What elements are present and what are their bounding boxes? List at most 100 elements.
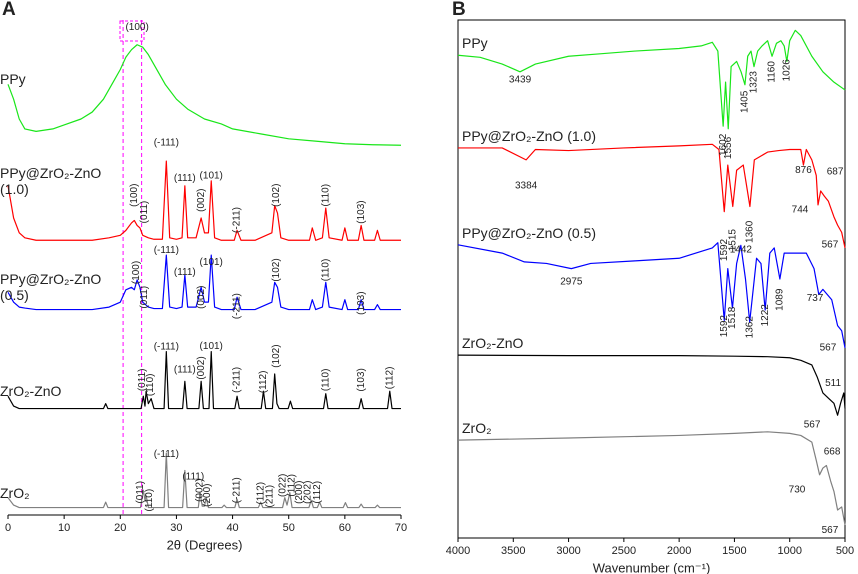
peak-label: (102) (271, 344, 282, 367)
peak-label: (-211) (232, 367, 243, 393)
peak-label: (110) (144, 489, 155, 512)
peak-label: (002) (195, 479, 206, 502)
peak-label: 567 (820, 343, 837, 354)
x-axis-label: 2θ (Degrees) (167, 537, 243, 552)
x-tick-label: 40 (226, 522, 238, 534)
peak-label: 3439 (509, 75, 532, 86)
x-tick-label: 2000 (667, 545, 691, 557)
peak-label: (101) (200, 257, 223, 268)
peak-label: 1515 (727, 229, 738, 252)
peak-label: (103) (356, 368, 367, 391)
series-label: PPy@ZrO₂-ZnO (1.0) (0, 164, 102, 197)
series-label: ZrO₂-ZnO (462, 335, 524, 352)
x-tick-label: 50 (283, 522, 295, 534)
peak-label: 1360 (745, 220, 756, 243)
peak-label: (112) (255, 482, 266, 505)
peak-label: (202) (302, 481, 313, 504)
panel-label: A (2, 0, 16, 20)
peak-label: 737 (807, 293, 824, 304)
peak-label: 567 (804, 420, 821, 431)
series-label: PPy (462, 35, 488, 52)
peak-label: 1222 (760, 304, 771, 327)
series-label: PPy@ZrO₂-ZnO (1.0) (462, 127, 596, 144)
peak-label: (102) (271, 184, 282, 207)
peak-label: (-211) (232, 477, 243, 503)
x-tick-label: 30 (170, 522, 182, 534)
peak-label: (022) (278, 474, 289, 497)
peak-label: (002) (196, 356, 207, 379)
x-tick-label: 4000 (446, 545, 470, 557)
series-label: PPy (0, 71, 26, 88)
x-tick-label: 500 (836, 545, 854, 557)
peak-label: 1405 (740, 90, 751, 113)
peak-label: (101) (200, 341, 223, 352)
spectrum-line (457, 29, 846, 130)
series-label: ZrO₂-ZnO (0, 383, 62, 400)
peak-label: (011) (137, 369, 148, 392)
peak-label: 668 (824, 447, 841, 458)
spectrum-line (7, 44, 402, 146)
peak-label: (112) (312, 481, 323, 504)
x-tick-label: 3500 (501, 545, 525, 557)
peak-label: (100) (129, 184, 140, 207)
peak-label: (110) (320, 259, 331, 282)
x-axis-label: Wavenumber (cm⁻¹) (593, 560, 711, 574)
peak-label: 2975 (560, 277, 583, 288)
peak-label: (111) (174, 173, 196, 184)
peak-label: 687 (827, 166, 844, 177)
spectrum-line (457, 431, 846, 526)
peak-label: (111) (174, 267, 196, 278)
peak-label: (100) (125, 22, 148, 33)
peak-label: (211) (264, 485, 275, 508)
peak-label: 567 (822, 239, 839, 250)
peak-label: (-111) (154, 341, 179, 352)
x-tick-label: 1500 (722, 545, 746, 557)
peak-label: (002) (196, 189, 207, 212)
peak-label: (002) (196, 286, 207, 309)
series-label: ZrO₂ (462, 420, 492, 437)
x-tick-label: 1000 (777, 545, 801, 557)
x-tick-label: 20 (114, 522, 126, 534)
peak-label: 730 (789, 484, 806, 495)
peak-label: 3384 (515, 180, 538, 191)
peak-label: 1442 (730, 245, 753, 256)
spectrum-line (7, 452, 401, 509)
series-label: PPy@ZrO₂-ZnO (0.5) (462, 224, 596, 241)
peak-label: 1160 (767, 61, 778, 83)
peak-label: 744 (792, 205, 809, 216)
panel-label: B (452, 0, 466, 20)
peak-label: (-211) (232, 293, 243, 319)
peak-label: (111) (182, 472, 204, 483)
peak-label: (011) (139, 286, 150, 309)
peak-label: (112) (258, 371, 269, 394)
peak-label: (103) (356, 291, 367, 314)
peak-label: 511 (825, 378, 841, 389)
peak-label: (100) (131, 261, 142, 284)
x-tick-label: 2500 (612, 545, 636, 557)
peak-label: (200) (294, 481, 305, 504)
spectrum-line (458, 143, 846, 249)
peak-label: 1362 (744, 316, 755, 339)
peak-label: (112) (384, 367, 395, 390)
plot-frame (457, 19, 846, 539)
spectrum-line (7, 351, 401, 410)
highlight-box (119, 20, 145, 42)
peak-label: (112) (287, 474, 298, 497)
peak-label: (-211) (232, 207, 243, 233)
peak-label: 1518 (727, 306, 738, 329)
peak-label: 1592 (719, 315, 730, 338)
spectrum-line (7, 160, 401, 241)
spectrum-line (457, 354, 846, 416)
peak-label: 1592 (719, 238, 730, 261)
peak-label: (011) (139, 201, 150, 224)
peak-label: (011) (135, 481, 146, 504)
peak-label: (101) (200, 171, 223, 182)
peak-label: 1602 (718, 133, 729, 156)
series-label: PPy@ZrO₂-ZnO (0.5) (0, 271, 102, 304)
peak-label: 876 (795, 165, 812, 176)
series-label: ZrO₂ (0, 484, 30, 501)
x-tick-label: 60 (339, 522, 351, 534)
x-tick-label: 10 (58, 522, 70, 534)
